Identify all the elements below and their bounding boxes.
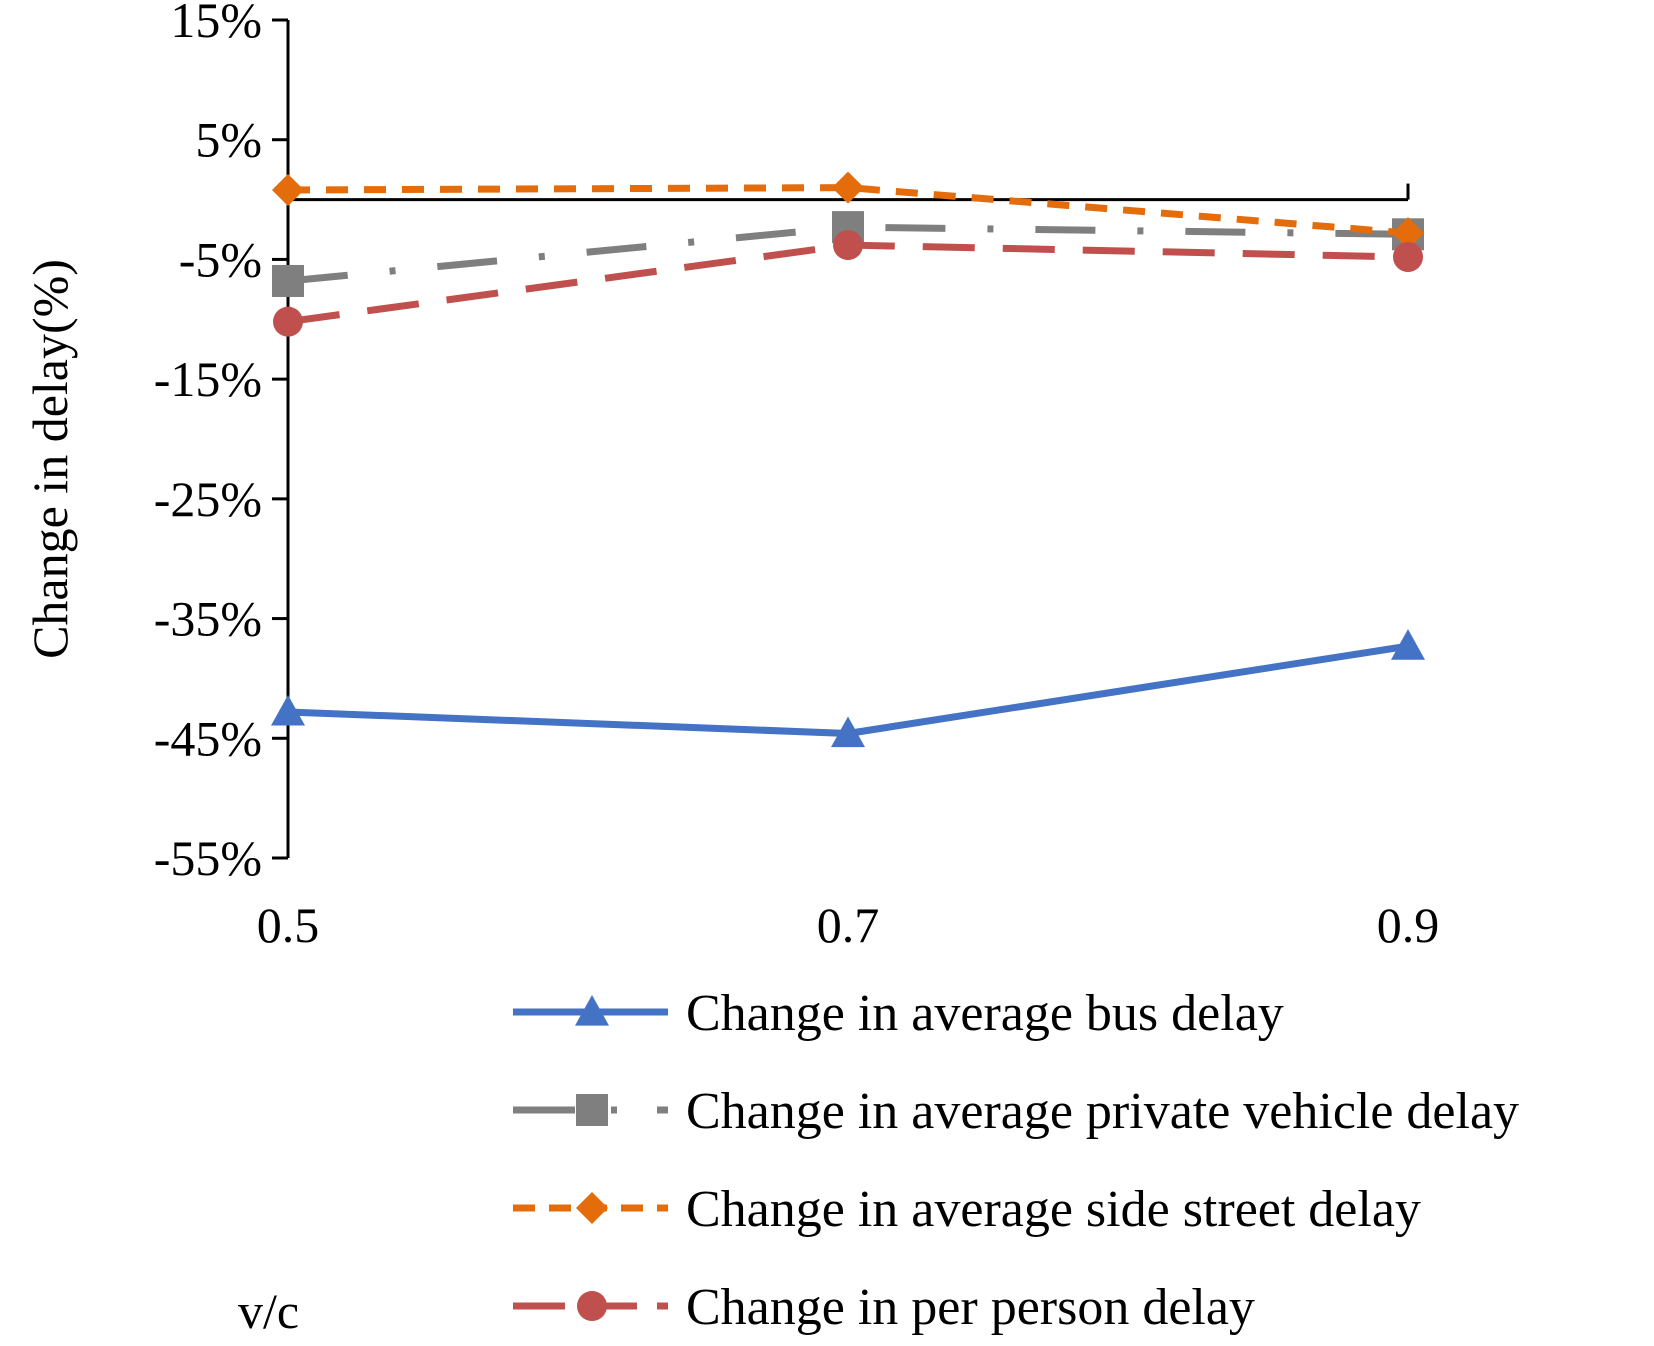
legend: Change in average bus delay Change in ave… bbox=[513, 985, 1519, 1336]
y-tick-label: 15% bbox=[170, 0, 262, 48]
data-point-diamond bbox=[1392, 217, 1424, 250]
series-circle bbox=[273, 230, 1423, 337]
x-axis-title: v/c bbox=[238, 1283, 299, 1339]
legend-marker-circle bbox=[577, 1291, 607, 1321]
x-axis: 0.5 0.7 0.9 bbox=[257, 183, 1440, 953]
legend-item: Change in average side street delay bbox=[513, 1181, 1421, 1238]
series-triangle bbox=[271, 629, 1425, 748]
y-tick-label: -25% bbox=[154, 471, 262, 527]
data-point-triangle bbox=[271, 694, 305, 726]
y-tick-label: -35% bbox=[154, 591, 262, 647]
y-axis-title: Change in delay(%) bbox=[22, 259, 78, 659]
series-group bbox=[271, 171, 1425, 748]
data-point-circle bbox=[273, 306, 303, 337]
legend-marker-diamond bbox=[576, 1192, 608, 1224]
x-tick-label: 0.7 bbox=[817, 897, 880, 953]
legend-item: Change in average bus delay bbox=[513, 985, 1284, 1042]
data-point-square bbox=[272, 264, 304, 297]
x-tick-label: 0.5 bbox=[257, 897, 320, 953]
legend-item: Change in per person delay bbox=[513, 1279, 1255, 1336]
y-tick-label: -15% bbox=[154, 351, 262, 407]
legend-label: Change in average side street delay bbox=[686, 1181, 1421, 1238]
series-diamond bbox=[272, 171, 1424, 250]
legend-marker-square bbox=[576, 1094, 608, 1126]
data-point-circle bbox=[1393, 242, 1423, 273]
data-point-diamond bbox=[832, 171, 864, 204]
legend-label: Change in average bus delay bbox=[686, 985, 1284, 1042]
data-point-diamond bbox=[272, 173, 304, 206]
data-point-circle bbox=[833, 230, 863, 261]
legend-label: Change in per person delay bbox=[686, 1279, 1255, 1336]
y-tick-label: 5% bbox=[195, 112, 262, 168]
y-tick-label: -5% bbox=[179, 231, 262, 287]
x-tick-label: 0.9 bbox=[1377, 897, 1440, 953]
data-point-triangle bbox=[1391, 629, 1425, 660]
series-line-square bbox=[287, 223, 1409, 285]
y-tick-label: -45% bbox=[154, 710, 262, 766]
y-axis: 15% 5% -5% -15% -25% -35% -45% -55% bbox=[154, 0, 290, 886]
legend-label: Change in average private vehicle delay bbox=[686, 1083, 1519, 1140]
legend-marker-triangle bbox=[575, 995, 609, 1026]
data-point-triangle bbox=[831, 716, 865, 748]
legend-item: Change in average private vehicle delay bbox=[513, 1083, 1519, 1140]
y-tick-label: -55% bbox=[154, 830, 262, 886]
